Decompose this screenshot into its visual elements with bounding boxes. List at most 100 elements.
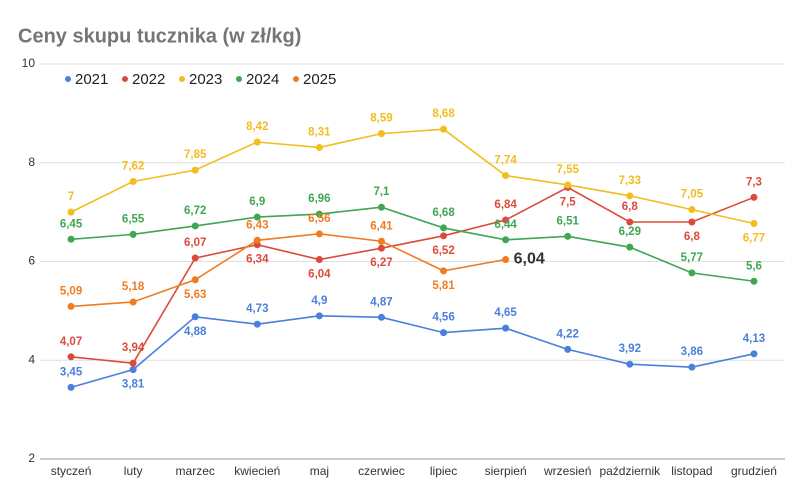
data-label: 6,34 bbox=[246, 254, 269, 266]
x-tick-label: lipiec bbox=[430, 464, 457, 478]
point bbox=[564, 232, 572, 240]
series-line bbox=[70, 233, 506, 308]
point bbox=[688, 363, 696, 371]
point bbox=[502, 256, 510, 264]
point bbox=[688, 218, 696, 226]
point bbox=[315, 143, 323, 151]
x-tick-label: styczeń bbox=[51, 464, 92, 478]
data-label: 3,45 bbox=[60, 366, 83, 378]
x-tick-label: listopad bbox=[671, 464, 712, 478]
data-label: 7,62 bbox=[122, 161, 144, 173]
point bbox=[750, 219, 758, 227]
point bbox=[377, 244, 385, 252]
data-label: 4,88 bbox=[184, 326, 207, 338]
data-label: 7,05 bbox=[681, 189, 704, 201]
data-label: 5,6 bbox=[746, 260, 762, 272]
series-line bbox=[70, 186, 755, 365]
data-label: 8,31 bbox=[308, 126, 331, 138]
data-label: 7,5 bbox=[560, 196, 577, 208]
point bbox=[129, 230, 137, 238]
point bbox=[626, 360, 634, 368]
point bbox=[377, 203, 385, 211]
point bbox=[129, 366, 137, 374]
point bbox=[377, 237, 385, 245]
point bbox=[67, 208, 75, 216]
point bbox=[440, 125, 448, 133]
point bbox=[67, 353, 75, 361]
data-label: 6,45 bbox=[60, 218, 83, 230]
data-label: 6,52 bbox=[432, 245, 454, 257]
y-tick-label: 2 bbox=[28, 451, 35, 465]
legend-label: 2021 bbox=[75, 71, 108, 88]
x-tick-label: wrzesień bbox=[543, 464, 591, 478]
point bbox=[315, 312, 323, 320]
point bbox=[688, 206, 696, 214]
data-label: 7,3 bbox=[746, 176, 762, 188]
series-line bbox=[70, 128, 755, 225]
point bbox=[67, 383, 75, 391]
data-label: 5,77 bbox=[681, 252, 703, 264]
series-line bbox=[70, 315, 755, 389]
data-label: 4,13 bbox=[743, 333, 765, 345]
data-label: 8,68 bbox=[432, 108, 455, 120]
legend-marker bbox=[65, 76, 71, 82]
data-label: 6,72 bbox=[184, 205, 206, 217]
data-label: 5,63 bbox=[184, 289, 206, 301]
data-label: 5,18 bbox=[122, 281, 145, 293]
data-label: 7,33 bbox=[619, 175, 641, 187]
point bbox=[191, 313, 199, 321]
legend-marker bbox=[236, 76, 242, 82]
x-tick-label: sierpień bbox=[485, 464, 527, 478]
data-label: 6,77 bbox=[743, 233, 765, 245]
legend-label: 2025 bbox=[303, 71, 336, 88]
legend-marker bbox=[122, 76, 128, 82]
point bbox=[750, 193, 758, 201]
data-label: 6,44 bbox=[494, 219, 517, 231]
data-label: 8,59 bbox=[370, 113, 392, 125]
data-label: 6,04 bbox=[514, 251, 545, 268]
point bbox=[440, 224, 448, 232]
point bbox=[191, 222, 199, 230]
y-tick-label: 6 bbox=[28, 254, 35, 268]
point bbox=[253, 320, 261, 328]
point bbox=[129, 359, 137, 367]
point bbox=[440, 267, 448, 275]
point bbox=[626, 243, 634, 251]
data-label: 6,27 bbox=[370, 257, 392, 269]
data-label: 7,85 bbox=[184, 149, 207, 161]
y-tick-label: 8 bbox=[28, 155, 35, 169]
data-label: 6,29 bbox=[619, 226, 641, 238]
data-label: 6,84 bbox=[494, 199, 517, 211]
data-label: 4,07 bbox=[60, 336, 82, 348]
x-tick-label: luty bbox=[124, 464, 143, 478]
x-tick-label: marzec bbox=[176, 464, 215, 478]
chart-title: Ceny skupu tucznika (w zł/kg) bbox=[18, 25, 301, 47]
data-label: 6,68 bbox=[432, 207, 455, 219]
point bbox=[253, 213, 261, 221]
point bbox=[626, 192, 634, 200]
data-label: 6,96 bbox=[308, 193, 330, 205]
x-tick-label: październik bbox=[599, 464, 661, 478]
legend-marker bbox=[293, 76, 299, 82]
y-tick-label: 10 bbox=[22, 56, 36, 70]
point bbox=[129, 178, 137, 186]
point bbox=[626, 218, 634, 226]
point bbox=[502, 324, 510, 332]
point bbox=[502, 216, 510, 224]
data-label: 7,55 bbox=[557, 164, 580, 176]
point bbox=[440, 232, 448, 240]
x-tick-label: maj bbox=[310, 464, 329, 478]
data-label: 5,09 bbox=[60, 285, 82, 297]
point bbox=[750, 277, 758, 285]
data-label: 6,51 bbox=[557, 215, 580, 227]
data-label: 7,74 bbox=[494, 155, 517, 167]
point bbox=[253, 236, 261, 244]
point bbox=[191, 254, 199, 262]
legend-label: 2023 bbox=[189, 71, 222, 88]
point bbox=[377, 130, 385, 138]
data-label: 5,81 bbox=[432, 280, 455, 292]
data-label: 6,8 bbox=[684, 231, 701, 243]
data-label: 8,42 bbox=[246, 121, 268, 133]
point bbox=[67, 302, 75, 310]
